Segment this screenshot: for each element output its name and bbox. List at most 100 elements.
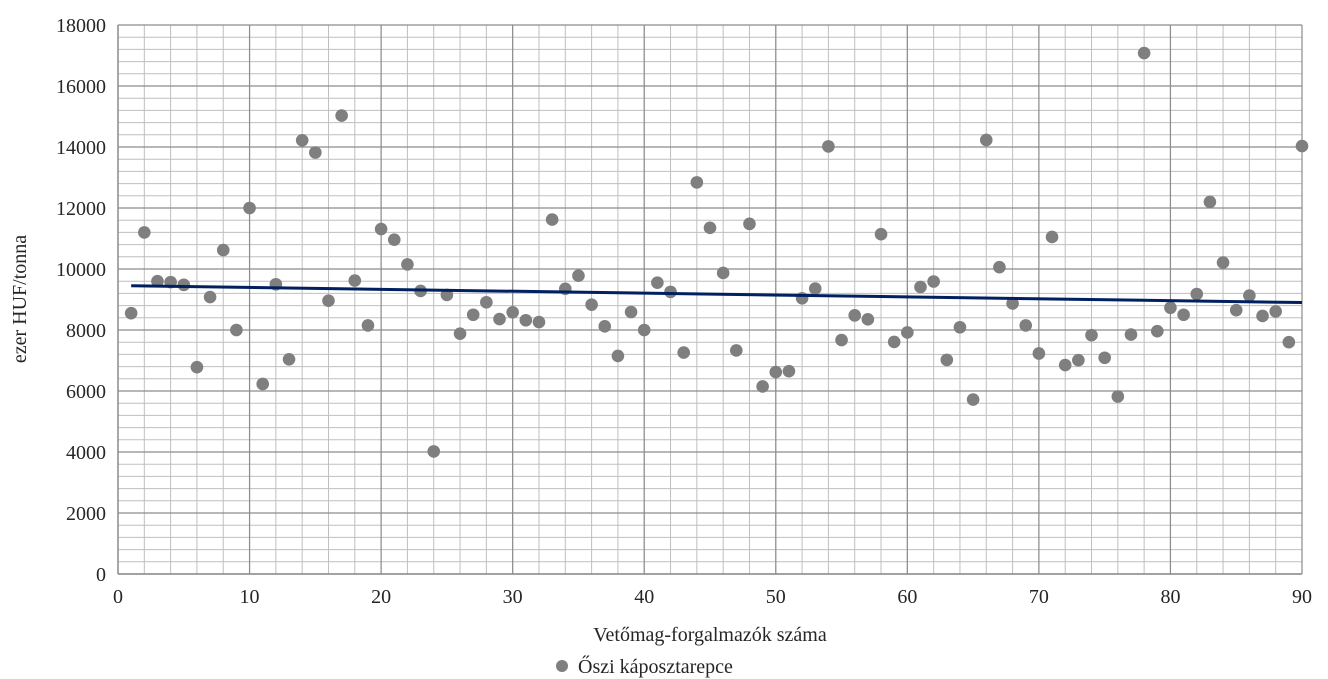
- data-point: [808, 282, 822, 295]
- data-point: [716, 266, 730, 280]
- data-point: [519, 313, 533, 327]
- data-point: [427, 445, 441, 458]
- data-point: [611, 349, 625, 363]
- y-tick-label: 18000: [56, 15, 106, 37]
- y-tick-label: 16000: [56, 76, 106, 98]
- data-point: [585, 298, 598, 311]
- data-point: [848, 309, 862, 322]
- data-point: [835, 333, 848, 347]
- data-point: [624, 305, 638, 319]
- x-tick-label: 40: [634, 586, 654, 608]
- data-point: [348, 274, 362, 287]
- legend: Őszi káposztarepce: [556, 654, 733, 678]
- x-tick-label: 60: [897, 586, 917, 608]
- data-point: [966, 393, 980, 406]
- data-point: [743, 217, 756, 231]
- data-point: [138, 226, 151, 239]
- y-tick-label: 2000: [66, 503, 106, 525]
- y-tick-label: 4000: [66, 442, 106, 464]
- data-point: [651, 276, 664, 290]
- data-point: [309, 146, 322, 159]
- data-point: [545, 213, 559, 226]
- data-point: [1229, 303, 1243, 317]
- data-point: [453, 327, 467, 340]
- data-point: [493, 312, 506, 326]
- data-point: [887, 335, 901, 349]
- data-point: [914, 280, 927, 294]
- data-point: [295, 133, 309, 147]
- data-point: [1058, 358, 1072, 372]
- x-tick-label: 0: [113, 586, 123, 608]
- x-tick-label: 50: [766, 586, 786, 608]
- data-point: [1137, 46, 1151, 60]
- data-point: [1019, 319, 1033, 332]
- data-point: [506, 306, 519, 319]
- data-point: [782, 364, 796, 378]
- data-point: [1295, 139, 1309, 153]
- x-tick-label: 20: [371, 586, 391, 608]
- data-point: [151, 274, 164, 288]
- data-point: [769, 365, 783, 379]
- data-point: [1164, 301, 1177, 315]
- data-point: [1150, 324, 1164, 338]
- data-point: [730, 344, 743, 357]
- y-tick-label: 6000: [66, 381, 106, 403]
- data-point: [335, 109, 348, 122]
- data-point: [216, 243, 230, 257]
- data-point: [230, 323, 243, 337]
- data-point: [677, 346, 690, 359]
- y-axis-tick-labels: 0 2000 4000 6000 8000 10000 12000 14000 16000 180…: [56, 15, 106, 586]
- data-point: [1085, 328, 1098, 342]
- y-tick-label: 8000: [66, 320, 106, 342]
- data-point: [1098, 351, 1111, 365]
- data-point: [979, 133, 993, 147]
- data-point: [361, 319, 375, 332]
- data-point: [703, 221, 717, 235]
- data-point: [177, 278, 191, 292]
- x-tick-label: 30: [503, 586, 523, 608]
- axes: [117, 25, 1302, 575]
- data-point: [466, 308, 480, 322]
- y-tick-label: 14000: [56, 137, 106, 159]
- y-tick-label: 0: [96, 564, 106, 586]
- data-point: [1111, 390, 1125, 403]
- data-point: [1072, 353, 1085, 367]
- data-point: [874, 227, 888, 241]
- data-point: [203, 290, 217, 304]
- data-point: [1124, 328, 1138, 341]
- data-point: [901, 326, 914, 339]
- data-point: [756, 380, 769, 393]
- x-axis-title: Vetőmag-forgalmazók száma: [593, 624, 827, 646]
- data-point: [322, 294, 335, 308]
- data-point: [927, 275, 940, 288]
- data-point: [1282, 335, 1296, 349]
- y-axis-title: ezer HUF/tonna: [9, 235, 31, 363]
- data-point: [401, 258, 414, 271]
- x-tick-label: 70: [1029, 586, 1049, 608]
- data-point: [940, 353, 954, 367]
- y-tick-label: 12000: [56, 198, 106, 220]
- data-point: [664, 285, 677, 299]
- data-point: [1045, 230, 1059, 244]
- data-point: [124, 306, 138, 320]
- x-tick-label: 80: [1160, 586, 1180, 608]
- x-tick-label: 10: [240, 586, 260, 608]
- data-point: [637, 323, 651, 337]
- data-point: [282, 352, 296, 366]
- legend-marker: [556, 660, 568, 672]
- data-point: [1006, 297, 1019, 310]
- trendline-group: [131, 284, 1303, 305]
- data-point: [1032, 347, 1046, 360]
- data-point: [598, 320, 612, 333]
- trendline: [131, 284, 1303, 305]
- data-point: [1177, 308, 1190, 322]
- data-points: [124, 46, 1309, 458]
- legend-label: Őszi káposztarepce: [578, 654, 733, 678]
- x-axis-tick-labels: 0 10 20 30 40 50 60 70 80 90: [113, 586, 1312, 608]
- y-tick-label: 10000: [56, 259, 106, 281]
- data-point: [243, 201, 256, 215]
- x-tick-label: 90: [1292, 586, 1312, 608]
- data-point: [690, 176, 704, 189]
- data-point: [374, 222, 388, 236]
